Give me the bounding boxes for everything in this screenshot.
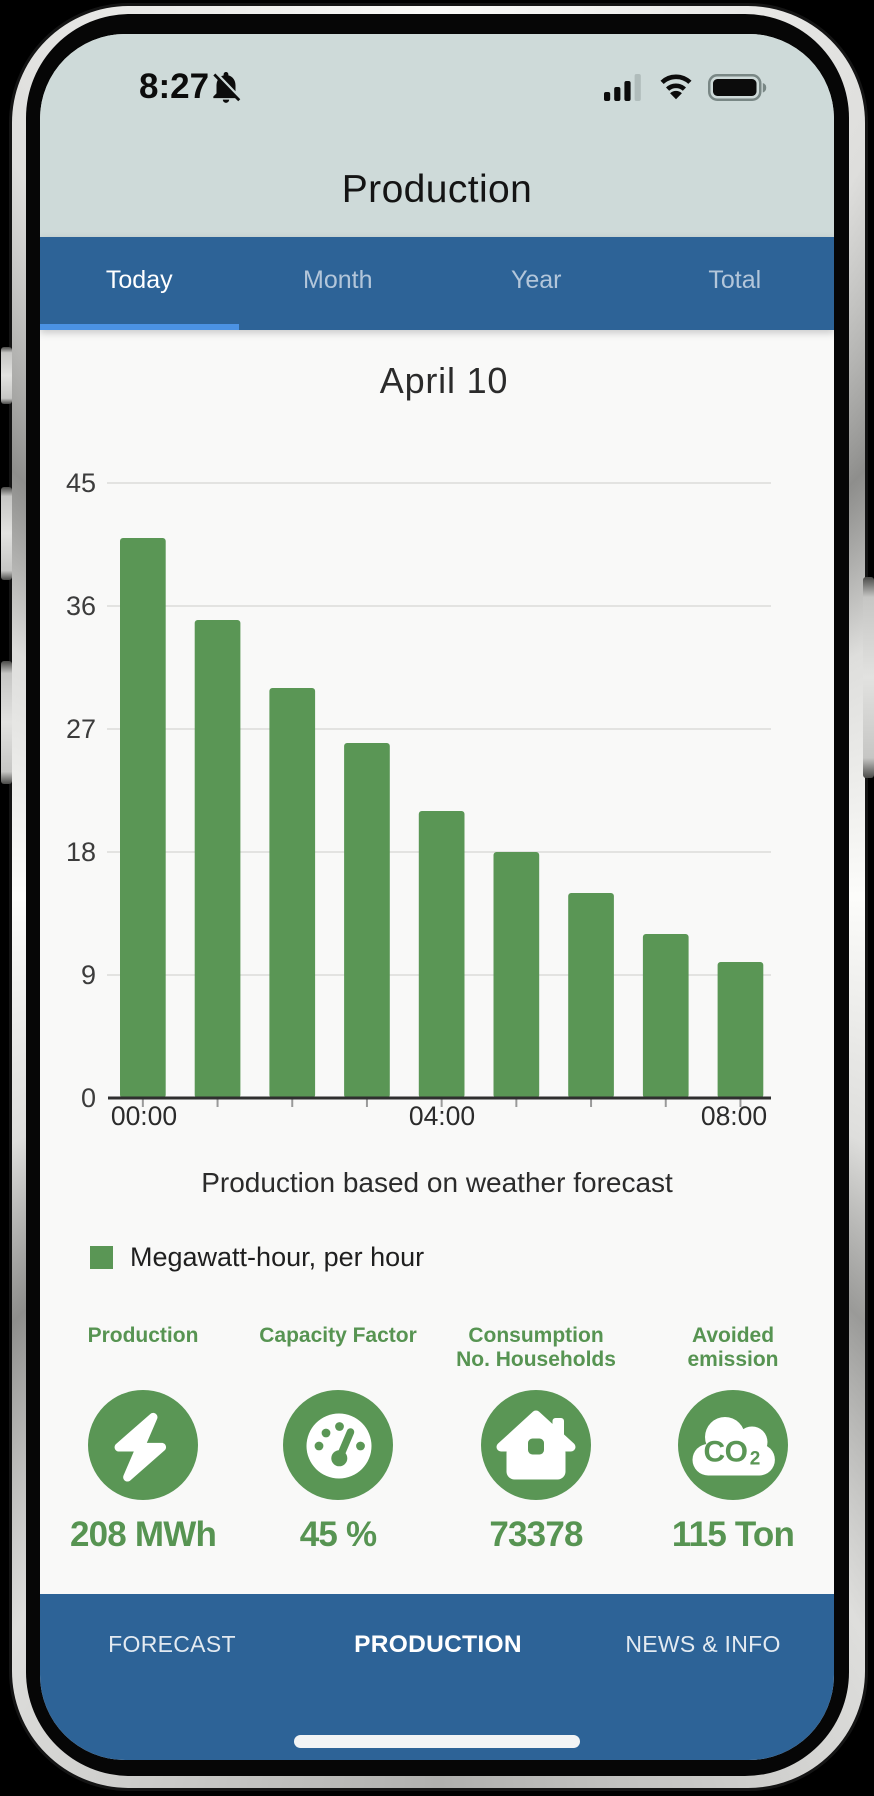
svg-text:18: 18 [66,837,96,867]
svg-text:2: 2 [750,1449,761,1470]
svg-text:00:00: 00:00 [111,1101,177,1131]
svg-text:08:00: 08:00 [701,1101,767,1131]
svg-text:45: 45 [66,468,96,498]
svg-text:04:00: 04:00 [409,1101,475,1131]
svg-text:CO: CO [704,1436,748,1469]
svg-text:9: 9 [81,960,96,990]
svg-text:0: 0 [81,1083,96,1113]
svg-text:36: 36 [66,591,96,621]
svg-text:27: 27 [66,714,96,744]
